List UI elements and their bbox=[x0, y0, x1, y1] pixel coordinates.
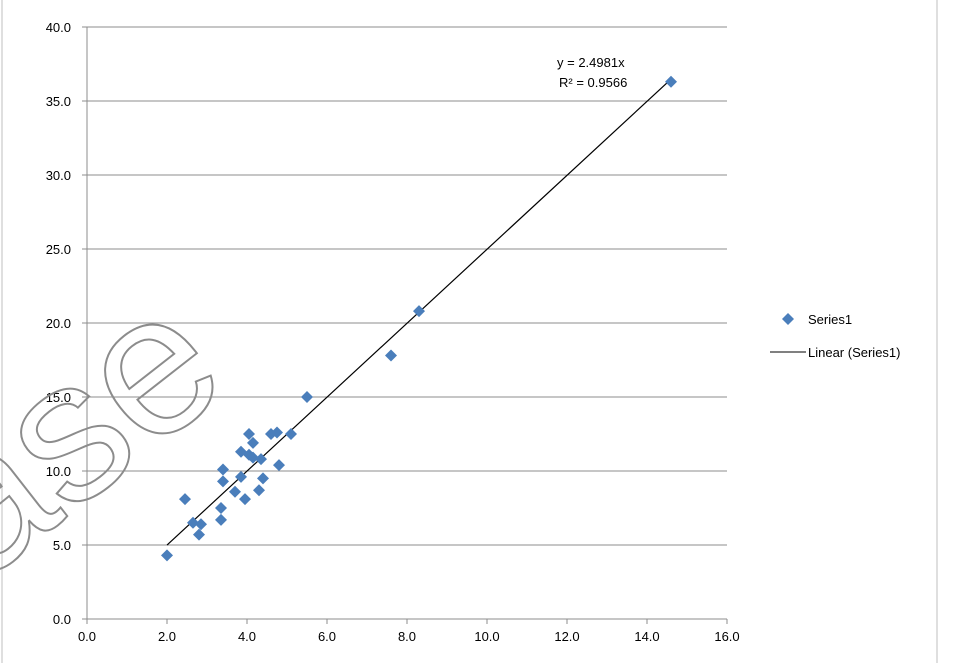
x-tick-label: 10.0 bbox=[474, 629, 499, 644]
scatter-point bbox=[257, 472, 269, 485]
scatter-point bbox=[253, 484, 265, 497]
scatter-point bbox=[665, 75, 677, 88]
y-tick-label: 40.0 bbox=[46, 20, 71, 35]
x-tick-label: 0.0 bbox=[78, 629, 96, 644]
scatter-point bbox=[187, 516, 199, 529]
scatter-point bbox=[161, 549, 173, 562]
y-tick-label: 15.0 bbox=[46, 390, 71, 405]
scatter-point bbox=[179, 493, 191, 506]
scatter-point bbox=[301, 391, 313, 403]
axes bbox=[82, 26, 728, 624]
x-tick-label: 14.0 bbox=[634, 629, 659, 644]
scatter-point bbox=[217, 475, 229, 488]
y-tick-label: 0.0 bbox=[53, 612, 71, 627]
scatter-point bbox=[285, 428, 297, 440]
trendline-r-squared: R² = 0.9566 bbox=[559, 75, 627, 90]
y-tick-label: 30.0 bbox=[46, 168, 71, 183]
scatter-point bbox=[217, 463, 229, 476]
legend: Series1 Linear (Series1) bbox=[770, 312, 901, 360]
scatter-point bbox=[215, 513, 227, 526]
x-tick-label: 2.0 bbox=[158, 629, 176, 644]
y-tick-label: 5.0 bbox=[53, 538, 71, 553]
scatter-point bbox=[247, 451, 259, 464]
scatter-point bbox=[229, 485, 241, 498]
scatter-point bbox=[273, 459, 285, 472]
data-points bbox=[161, 75, 677, 562]
x-tick-label: 8.0 bbox=[398, 629, 416, 644]
scatter-point bbox=[239, 493, 251, 506]
y-tick-label: 10.0 bbox=[46, 464, 71, 479]
legend-label-trendline: Linear (Series1) bbox=[808, 345, 901, 360]
scatter-point bbox=[195, 518, 207, 531]
scatter-point bbox=[235, 470, 247, 483]
tick-labels: 0.0 5.0 10.0 15.0 20.0 25.0 30.0 35.0 40.0 0.0 2.0… bbox=[46, 20, 740, 644]
scatter-point bbox=[215, 502, 227, 514]
legend-marker-diamond-icon bbox=[782, 313, 794, 325]
watermark-text: ase bbox=[0, 245, 261, 619]
scatter-point bbox=[193, 528, 205, 541]
x-tick-label: 6.0 bbox=[318, 629, 336, 644]
x-tick-label: 4.0 bbox=[238, 629, 256, 644]
y-tick-label: 35.0 bbox=[46, 94, 71, 109]
scatter-point bbox=[255, 453, 267, 466]
trendline-equation: y = 2.4981x bbox=[557, 55, 625, 70]
x-tick-label: 16.0 bbox=[714, 629, 739, 644]
scatter-point bbox=[271, 426, 283, 439]
scatter-point bbox=[243, 428, 255, 440]
y-tick-label: 25.0 bbox=[46, 242, 71, 257]
legend-label-series1: Series1 bbox=[808, 312, 852, 327]
y-tick-label: 20.0 bbox=[46, 316, 71, 331]
scatter-point bbox=[385, 349, 397, 362]
x-tick-label: 12.0 bbox=[554, 629, 579, 644]
scatter-point bbox=[247, 436, 259, 449]
watermark: ase bbox=[0, 244, 262, 620]
scatter-point bbox=[413, 305, 425, 318]
